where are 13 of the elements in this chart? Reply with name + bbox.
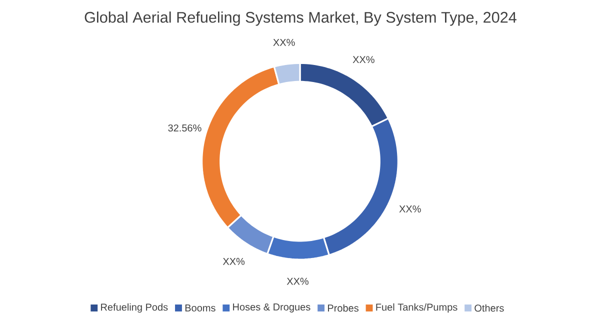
data-label: XX% (286, 278, 308, 285)
legend-label: Hoses & Drogues (233, 303, 310, 312)
legend-label: Booms (185, 304, 216, 312)
legend-label: Others (474, 304, 504, 312)
data-label: XX% (352, 56, 374, 64)
legend-label: Refueling Pods (101, 303, 168, 313)
chart-title: Global Aerial Refueling Systems Market, By System Type, 2024 (84, 12, 516, 26)
data-label: 32.56% (168, 124, 202, 132)
legend-label: Probes (328, 304, 358, 312)
legend-label: Fuel Tanks/Pumps (376, 303, 458, 313)
data-label: XX% (399, 205, 421, 212)
data-label: XX% (222, 258, 245, 265)
data-label: XX% (273, 38, 295, 46)
